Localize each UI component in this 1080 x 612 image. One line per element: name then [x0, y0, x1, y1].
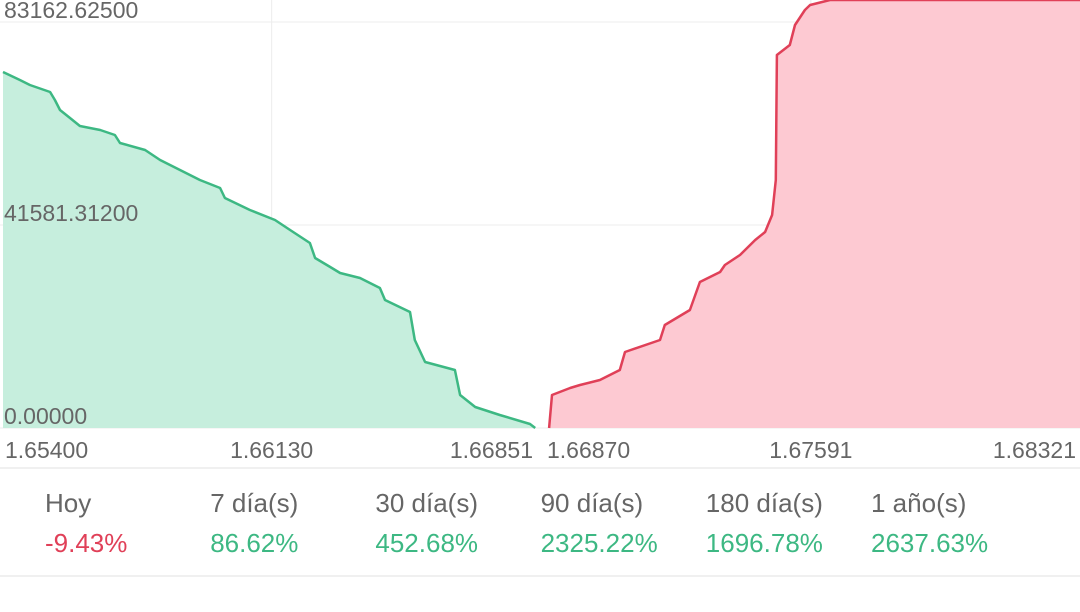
x-tick-label: 1.67591	[769, 437, 852, 463]
x-tick-label: 1.65400	[5, 437, 88, 463]
stat-value: 452.68%	[375, 528, 478, 558]
x-tick-label: 1.66870	[547, 437, 630, 463]
stat-value: 1696.78%	[706, 528, 823, 558]
stat-value: 2637.63%	[871, 528, 988, 558]
stat-value: 86.62%	[210, 528, 298, 558]
stat-label: 180 día(s)	[706, 488, 823, 518]
stat-value: -9.43%	[45, 528, 127, 558]
labels: 0.00000 41581.31200 83162.62500 1.65400 1.66…	[4, 0, 1076, 463]
depth-line	[547, 0, 1080, 429]
y-tick-label: 0.00000	[4, 403, 87, 429]
stat-label: 7 día(s)	[210, 488, 298, 518]
y-tick-label: 83162.62500	[4, 0, 138, 23]
stat-label: 1 año(s)	[871, 488, 966, 518]
y-tick-label: 41581.31200	[4, 200, 138, 226]
stat-label: 90 día(s)	[541, 488, 644, 518]
depth-line	[2, 70, 536, 429]
x-tick-label: 1.66851	[450, 437, 533, 463]
stat-value: 2325.22%	[541, 528, 658, 558]
stat-label: 30 día(s)	[375, 488, 478, 518]
plot	[2, 0, 1080, 429]
depth-area	[549, 0, 1080, 428]
x-tick-label: 1.68321	[993, 437, 1076, 463]
x-tick-label: 1.66130	[230, 437, 313, 463]
depth-area	[3, 72, 536, 428]
stat-label: Hoy	[45, 488, 91, 518]
